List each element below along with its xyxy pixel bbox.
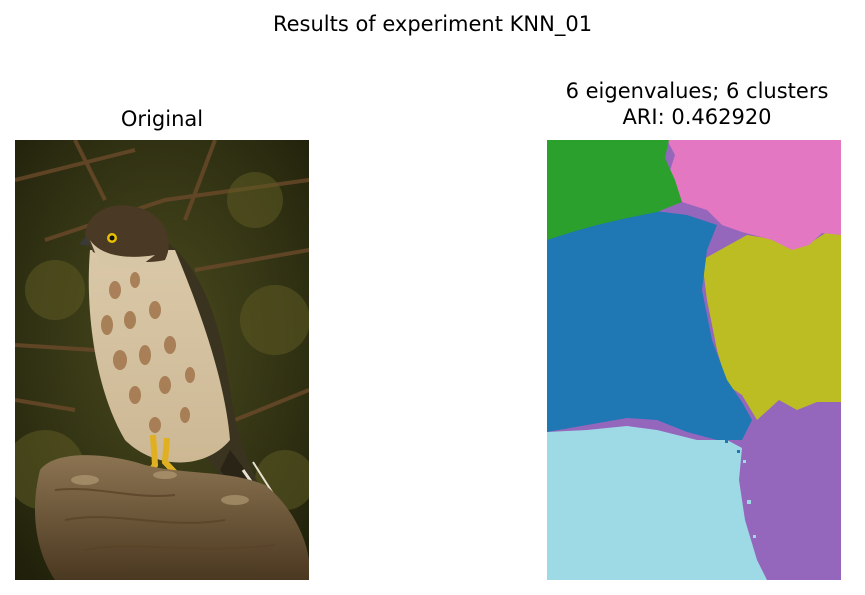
original-image [15, 140, 309, 580]
cluster-green-region [547, 140, 682, 240]
cluster-light-cyan-region [547, 426, 767, 580]
original-panel-title: Original [120, 107, 204, 131]
cluster-olive-region [702, 232, 841, 420]
cluster-pink-region [667, 140, 841, 250]
segmentation-panel-title: 6 eigenvalues; 6 clusters ARI: 0.462920 [497, 78, 865, 130]
cluster-blue-region [547, 210, 752, 440]
segmentation-title-line1: 6 eigenvalues; 6 clusters [565, 79, 829, 103]
cluster-map [547, 140, 841, 580]
segmentation-image [547, 140, 841, 580]
figure-suptitle: Results of experiment KNN_01 [272, 12, 593, 36]
hawk-photo [15, 140, 309, 580]
segmentation-title-line2: ARI: 0.462920 [622, 105, 772, 129]
